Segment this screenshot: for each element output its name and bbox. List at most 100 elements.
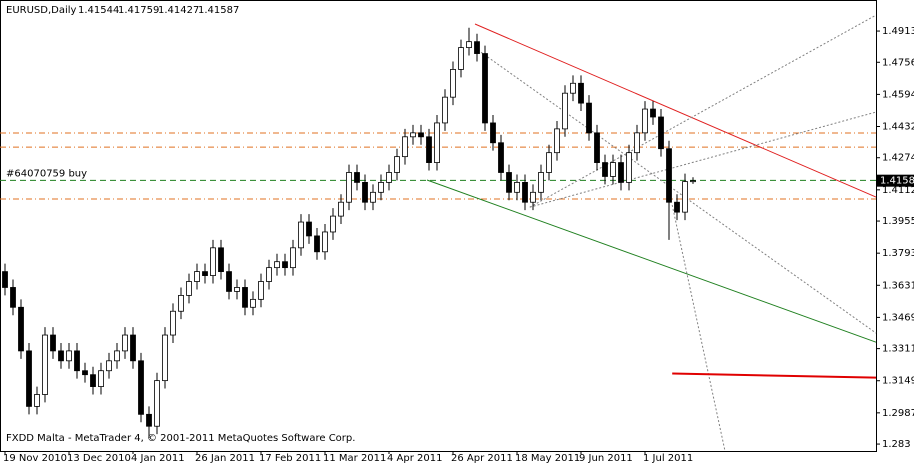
candle-body bbox=[618, 162, 624, 183]
trend-line bbox=[477, 49, 877, 334]
y-tick-label: 1.3631 bbox=[882, 280, 914, 291]
candle-body bbox=[458, 47, 464, 70]
candle-body bbox=[258, 281, 264, 300]
y-tick-label: 1.4756 bbox=[882, 57, 914, 68]
candle-body bbox=[106, 360, 112, 372]
candle-body bbox=[386, 172, 392, 183]
candle-body bbox=[138, 360, 144, 415]
candle-body bbox=[10, 287, 16, 308]
symbol: EURUSD,Daily bbox=[6, 5, 77, 16]
trend-line bbox=[529, 14, 877, 208]
x-tick-label: 26 Apr 2011 bbox=[451, 453, 513, 464]
trend-line bbox=[474, 23, 877, 198]
header-close: 1.41587 bbox=[198, 5, 239, 16]
candle-body bbox=[658, 116, 664, 150]
candle-body bbox=[74, 350, 80, 372]
footer: FXDD Malta - MetaTrader 4, © 2001-2011 M… bbox=[6, 433, 355, 444]
candle-body bbox=[354, 172, 360, 183]
x-tick-label: 18 May 2011 bbox=[515, 453, 580, 464]
candle-body bbox=[346, 172, 352, 203]
x-tick-label: 1 Jul 2011 bbox=[643, 453, 693, 464]
x-tick-label: 26 Jan 2011 bbox=[195, 453, 255, 464]
candle-body bbox=[682, 181, 688, 213]
candle-body bbox=[426, 136, 432, 163]
candle-body bbox=[434, 122, 440, 163]
candle-body bbox=[610, 162, 616, 177]
header-high: 1.41759 bbox=[118, 5, 159, 16]
candle-body bbox=[690, 180, 696, 183]
candle-body bbox=[66, 350, 72, 362]
candle-body bbox=[202, 271, 208, 276]
candle-body bbox=[170, 310, 176, 336]
candle-body bbox=[362, 182, 368, 203]
candle-body bbox=[402, 136, 408, 158]
candle-body bbox=[378, 182, 384, 193]
candle-body bbox=[18, 306, 24, 352]
y-tick-label: 1.41125 bbox=[882, 185, 914, 196]
header-open: 1.41544 bbox=[78, 5, 119, 16]
candle-body bbox=[114, 350, 120, 362]
candle-body bbox=[210, 247, 216, 276]
trend-line bbox=[672, 372, 877, 379]
candle-body bbox=[250, 298, 256, 308]
candle-body bbox=[410, 132, 416, 138]
candle-body bbox=[282, 261, 288, 269]
candle-body bbox=[186, 281, 192, 296]
trend-line bbox=[426, 179, 877, 343]
y-tick-label: 1.29875 bbox=[882, 408, 914, 419]
candle-body bbox=[34, 394, 40, 407]
x-tick-label: 4 Jan 2011 bbox=[131, 453, 185, 464]
candle-body bbox=[50, 334, 56, 352]
candle-body bbox=[522, 182, 528, 203]
candle-body bbox=[162, 334, 168, 382]
plot-frame bbox=[0, 0, 877, 452]
y-tick-label: 1.283 bbox=[882, 439, 911, 450]
candle-body bbox=[490, 122, 496, 144]
candle-body bbox=[562, 92, 568, 130]
candle-body bbox=[122, 334, 128, 352]
x-tick-label: 17 Feb 2011 bbox=[259, 453, 321, 464]
candle-body bbox=[370, 191, 376, 203]
candle-body bbox=[666, 148, 672, 203]
candle-body bbox=[578, 82, 584, 104]
candle-body bbox=[530, 191, 536, 203]
candle-body bbox=[330, 215, 336, 233]
price-box bbox=[877, 174, 914, 187]
candle-body bbox=[130, 334, 136, 362]
order-label: #64070759 buy bbox=[6, 168, 87, 179]
candle-body bbox=[442, 96, 448, 124]
x-tick-label: 9 Jun 2011 bbox=[579, 453, 633, 464]
candle-body bbox=[482, 53, 488, 124]
candle-body bbox=[450, 69, 456, 98]
candle-body bbox=[90, 374, 96, 387]
candle-body bbox=[674, 201, 680, 213]
candle-body bbox=[266, 267, 272, 282]
y-tick-label: 1.4432 bbox=[882, 122, 914, 133]
candle-body bbox=[290, 247, 296, 269]
x-tick-label: 11 Mar 2011 bbox=[323, 453, 386, 464]
candle-body bbox=[338, 201, 344, 217]
x-tick-label: 13 Dec 2010 bbox=[67, 453, 131, 464]
candle-body bbox=[506, 172, 512, 193]
candle-body bbox=[218, 247, 224, 273]
y-tick-label: 1.42745 bbox=[882, 153, 914, 164]
candle-body bbox=[194, 271, 200, 282]
y-tick-label: 1.3469 bbox=[882, 312, 914, 323]
y-tick-label: 1.4594 bbox=[882, 89, 914, 100]
candle-body bbox=[98, 370, 104, 387]
candle-body bbox=[58, 350, 64, 362]
candle-body bbox=[306, 221, 312, 237]
candle-body bbox=[154, 380, 160, 427]
candle-body bbox=[586, 102, 592, 134]
candle-body bbox=[498, 142, 504, 173]
candle-body bbox=[546, 152, 552, 173]
y-tick-label: 1.3955 bbox=[882, 216, 914, 227]
candle-body bbox=[466, 41, 472, 49]
candle-body bbox=[602, 162, 608, 177]
candle-body bbox=[626, 152, 632, 183]
y-tick-label: 1.3793 bbox=[882, 248, 914, 259]
candle-body bbox=[146, 413, 152, 427]
candle-body bbox=[274, 261, 280, 269]
